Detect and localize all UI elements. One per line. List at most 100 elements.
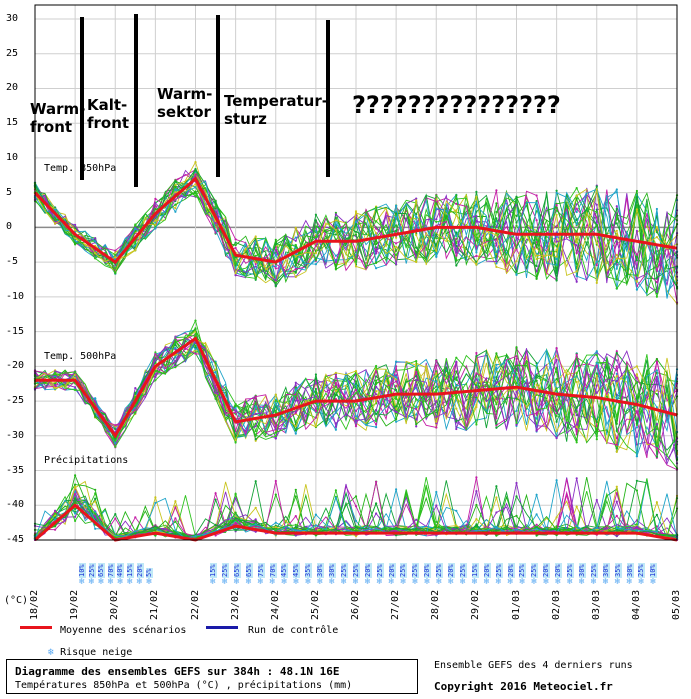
member-point	[435, 490, 438, 494]
member-point	[615, 447, 618, 450]
snow-risk-percent: 15%	[470, 563, 479, 578]
member-point	[254, 439, 257, 442]
member-point	[455, 360, 458, 363]
member-point	[395, 374, 398, 377]
member-point	[415, 518, 418, 521]
member-point	[655, 418, 659, 421]
member-point	[615, 397, 618, 400]
member-point	[535, 383, 538, 386]
member-point	[555, 437, 558, 440]
snow-risk-label: Risque neige	[60, 647, 133, 658]
snowflake-icon: ❄	[507, 577, 513, 587]
member-point	[234, 238, 237, 241]
member-point	[655, 268, 659, 272]
member-point	[415, 213, 418, 216]
member-point	[395, 420, 398, 423]
member-point	[615, 382, 618, 385]
member-point	[375, 206, 378, 209]
x-tick-label: 02/03	[550, 589, 562, 620]
member-point	[194, 327, 197, 330]
x-tick-label: 01/03	[510, 589, 522, 620]
member-point	[435, 388, 438, 391]
member-point	[154, 227, 157, 230]
snow-risk-percent: 25%	[435, 563, 444, 578]
member-point	[294, 270, 297, 273]
member-point	[435, 411, 438, 414]
y-tick-label: -20	[6, 360, 25, 372]
member-point	[615, 253, 618, 256]
member-point	[615, 375, 618, 378]
snowflake-icon: ❄	[329, 577, 335, 587]
member-point	[214, 527, 217, 530]
member-point	[475, 355, 478, 358]
member-point	[575, 425, 578, 429]
member-point	[575, 380, 578, 384]
member-point	[154, 219, 157, 222]
member-point	[475, 523, 478, 526]
member-point	[74, 512, 77, 515]
panel-label-precip: Précipitations	[44, 455, 129, 466]
member-point	[575, 353, 578, 356]
member-point	[114, 428, 117, 431]
member-point	[615, 267, 618, 270]
member-point	[535, 429, 538, 432]
x-tick-label: 19/02	[69, 589, 81, 620]
member-point	[555, 204, 558, 207]
member-point	[475, 237, 478, 240]
member-point	[535, 374, 538, 377]
member-point	[475, 403, 478, 407]
member-point	[655, 360, 659, 363]
member-point	[615, 240, 618, 243]
member-point	[395, 245, 398, 248]
member-point	[415, 375, 418, 378]
member-point	[415, 405, 418, 408]
member-point	[395, 405, 398, 408]
member-point	[515, 357, 518, 360]
member-point	[395, 253, 398, 257]
member-point	[74, 370, 77, 373]
member-point	[334, 226, 337, 229]
member-point	[234, 406, 237, 409]
member-point	[334, 213, 337, 216]
member-point	[635, 208, 639, 211]
member-point	[535, 200, 538, 203]
member-point	[495, 368, 498, 371]
member-point	[395, 242, 398, 245]
snow-risk-percent: 25%	[637, 563, 646, 578]
footer-subtitle: Températures 850hPa et 500hPa (°C) , pré…	[15, 680, 353, 691]
legend: Moyenne des scénarios Run de contrôle ❄ …	[0, 620, 691, 699]
member-point	[234, 266, 237, 270]
member-point	[314, 237, 317, 241]
y-tick-label: 10	[6, 151, 19, 163]
member-point	[334, 389, 337, 392]
member-point	[455, 231, 458, 234]
snowflake-icon: ❄	[127, 577, 133, 587]
member-point	[74, 388, 77, 392]
snow-risk-percent: 25%	[494, 563, 503, 578]
member-point	[595, 384, 598, 387]
member-point	[395, 229, 398, 232]
member-point	[314, 524, 317, 527]
member-point	[495, 534, 498, 537]
member-point	[194, 183, 197, 186]
member-point	[475, 529, 478, 532]
member-point	[435, 504, 438, 507]
y-tick-label: -30	[6, 429, 25, 441]
member-point	[535, 230, 538, 233]
member-point	[154, 496, 157, 499]
member-point	[455, 356, 458, 359]
snow-risk-percent: 35%	[304, 563, 313, 578]
snow-risk-percent: 45%	[292, 563, 301, 578]
member-point	[354, 402, 358, 406]
y-tick-label: -10	[6, 290, 25, 302]
member-point	[615, 514, 618, 518]
member-point	[595, 438, 598, 441]
snow-risk-percent: 30%	[625, 563, 634, 578]
member-point	[274, 493, 277, 496]
member-point	[555, 430, 558, 433]
member-point	[274, 393, 277, 396]
member-point	[214, 361, 217, 365]
member-point	[274, 279, 277, 282]
snowflake-icon: ❄	[650, 577, 656, 587]
